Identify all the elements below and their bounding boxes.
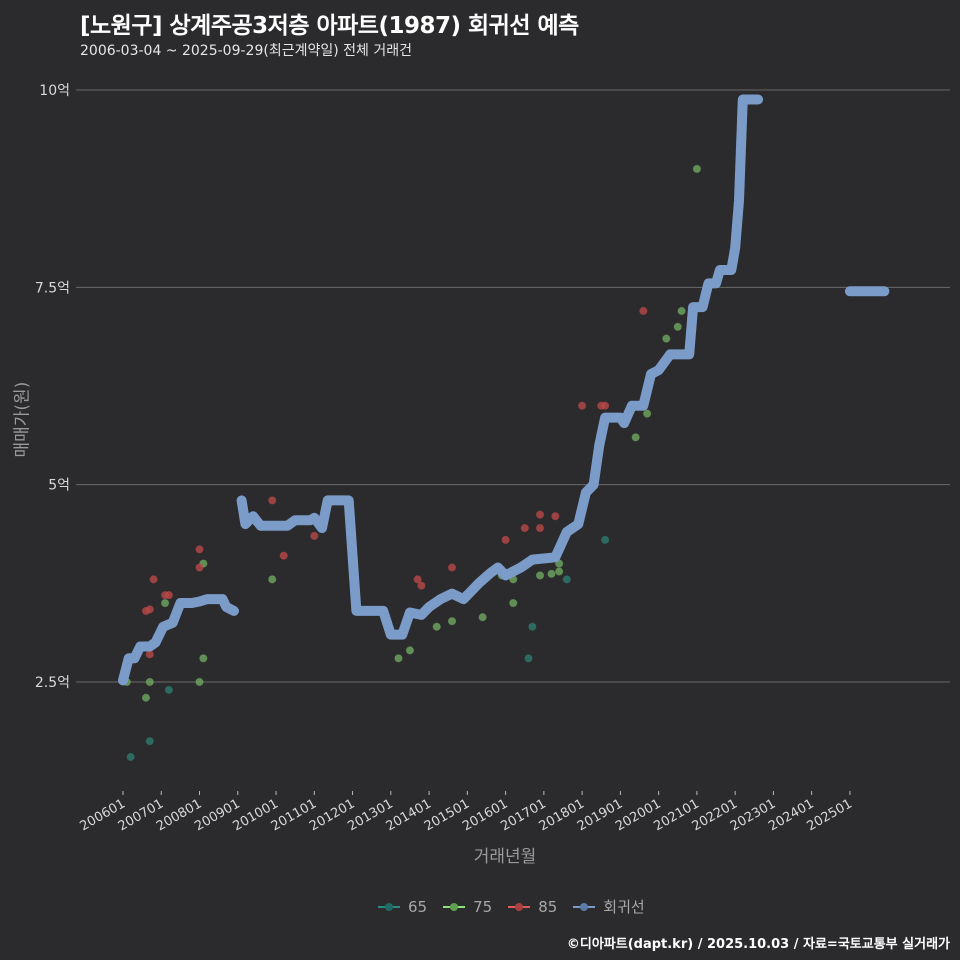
legend-key-icon [573, 901, 596, 913]
data-point-85 [551, 512, 560, 521]
data-point-75 [509, 598, 518, 608]
data-point-75 [555, 567, 564, 576]
data-point-65 [145, 737, 154, 746]
data-point-85 [535, 510, 545, 519]
data-point-75 [631, 433, 640, 442]
data-point-85 [447, 563, 457, 572]
y-tick-label: 10억 [39, 83, 70, 99]
data-point-65 [600, 535, 610, 545]
data-point-85 [501, 535, 510, 545]
legend-item-75[interactable]: 75 [443, 898, 492, 916]
data-point-85 [600, 401, 610, 410]
y-tick-label: 5억 [48, 478, 70, 494]
data-point-75 [145, 677, 154, 687]
data-point-75 [195, 677, 204, 687]
data-point-85 [268, 496, 277, 505]
legend-key-icon [443, 901, 466, 913]
data-point-75 [160, 598, 170, 608]
legend-label: 85 [538, 897, 558, 916]
source-footer: ©디아파트(dapt.kr) / 2025.10.03 / 자료=국토교통부 실… [566, 937, 950, 952]
data-point-75 [268, 575, 277, 584]
data-point-85 [145, 605, 154, 614]
legend-item-regression[interactable]: 회귀선 [573, 896, 645, 917]
data-point-85 [149, 575, 158, 584]
y-tick-labels: 2.5억 5억 7.5억 10억 [35, 83, 70, 691]
data-point-75 [535, 571, 545, 580]
legend-label: 회귀선 [603, 898, 645, 916]
data-point-65 [524, 654, 533, 663]
data-point-75 [199, 654, 208, 663]
y-tick-label: 2.5억 [35, 675, 70, 691]
legend-item-65[interactable]: 65 [378, 898, 427, 916]
data-point-85 [164, 591, 174, 600]
data-point-65 [562, 575, 571, 584]
legend-key-icon [378, 901, 400, 913]
data-point-75 [394, 654, 403, 663]
regression-segment [118, 594, 239, 686]
y-tick-label: 7.5억 [35, 280, 70, 296]
y-axis-label: 매매가(원) [12, 381, 33, 458]
data-point-85 [535, 523, 545, 533]
data-point-75 [692, 164, 702, 174]
data-point-85 [413, 575, 422, 584]
data-point-85 [145, 650, 154, 659]
legend-label: 75 [473, 897, 493, 916]
regression-segment [236, 94, 764, 640]
data-point-75 [547, 569, 556, 578]
data-point-65 [126, 752, 135, 762]
data-point-85 [639, 306, 648, 316]
data-point-75 [673, 322, 682, 331]
legend: 65 75 85 회귀선 [378, 896, 651, 917]
regression-line [118, 94, 890, 686]
legend-key-icon [508, 901, 531, 913]
y-gridlines [76, 89, 950, 683]
data-point-65 [528, 622, 537, 631]
data-point-85 [578, 401, 587, 410]
x-tick-labels: 2006012007012008012009012010012011012012… [78, 791, 855, 834]
data-point-75 [447, 617, 457, 626]
data-point-85 [279, 551, 288, 560]
legend-label: 65 [408, 897, 428, 916]
data-point-75 [141, 693, 151, 702]
data-point-85 [417, 581, 426, 590]
data-point-85 [195, 545, 204, 554]
data-point-75 [643, 409, 652, 418]
data-point-85 [520, 523, 529, 533]
data-point-75 [432, 622, 441, 631]
data-point-65 [164, 685, 174, 694]
chart-title: [노원구] 상계주공3저층 아파트(1987) 회귀선 예측 [80, 13, 579, 39]
chart-subtitle: 2006-03-04 ~ 2025-09-29(최근계약일) 전체 거래건 [80, 43, 412, 59]
legend-item-85[interactable]: 85 [508, 898, 557, 916]
data-point-75 [662, 334, 671, 343]
data-point-75 [677, 306, 686, 316]
data-point-75 [405, 646, 415, 655]
data-point-85 [195, 563, 204, 572]
data-point-85 [310, 531, 319, 541]
x-axis-label: 거래년월 [473, 847, 537, 867]
scatter-points [122, 164, 702, 762]
data-point-75 [478, 613, 487, 622]
